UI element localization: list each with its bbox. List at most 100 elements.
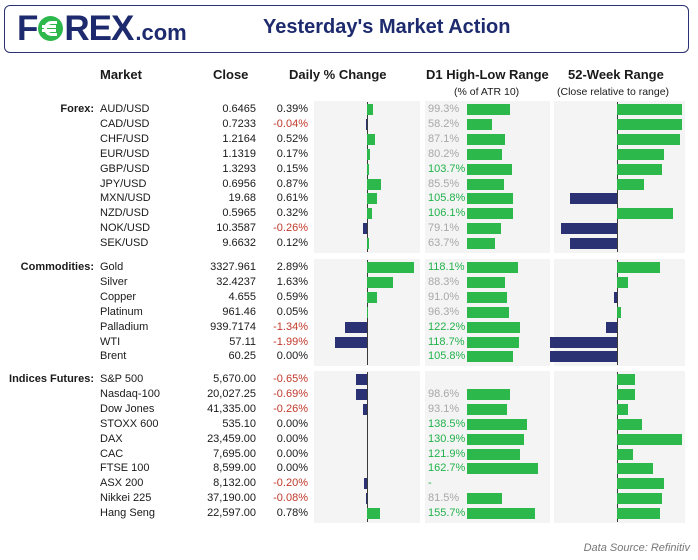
market-name[interactable]: EUR/USD [100,147,150,160]
market-name[interactable]: CAD/USD [100,117,150,130]
w52-range-bar [570,238,617,250]
logo-suffix: .com [135,20,187,45]
market-name[interactable]: Copper [100,290,137,303]
daily-zero-line [367,102,368,252]
close-value: 22,597.00 [207,507,256,520]
daily-change-bar [334,336,367,348]
daily-change-value: -0.26% [273,402,308,415]
d1-range-value: 106.1% [428,207,466,220]
logo-text-left: F [17,9,38,48]
close-value: 0.6465 [222,103,256,115]
market-name[interactable]: FTSE 100 [100,462,150,475]
market-name[interactable]: CAC [100,447,124,460]
market-name[interactable]: Platinum [100,305,143,318]
close-value: 535.10 [222,417,256,430]
d1-range-bar [467,448,521,460]
w52-range-bar [617,478,664,490]
group-label: Commodities: [20,261,94,273]
market-name[interactable]: ASX 200 [100,477,144,490]
forex-logo[interactable]: F REX.com [17,9,187,49]
market-name[interactable]: Dow Jones [100,402,155,415]
w52-range-bar [550,336,617,348]
market-name[interactable]: Gold [100,261,124,273]
daily-change-value: 0.87% [276,177,308,190]
d1-range-value: - [428,477,432,490]
w52-range-bar [606,321,617,333]
daily-change-value: -0.20% [273,477,308,490]
market-name[interactable]: Palladium [100,320,149,333]
market-name[interactable]: NOK/USD [100,222,151,235]
close-value: 7,695.00 [213,447,256,460]
d1-range-value: 105.8% [428,192,466,205]
d1-range-value: 118.7% [428,335,465,348]
close-value: 41,335.00 [207,402,256,415]
w52-range-bar [617,163,662,175]
market-name[interactable]: WTI [100,335,121,348]
group-label: Indices Futures: [9,373,94,385]
market-name[interactable]: Brent [100,350,127,363]
close-value: 1.2164 [222,132,256,145]
close-value: 20,027.25 [207,387,256,400]
daily-change-value: 0.39% [276,103,308,115]
d1-range-value: 81.5% [428,492,460,505]
daily-change-value: -0.26% [273,222,308,235]
d1-range-value: 93.1% [428,402,460,415]
daily-change-bar [362,403,367,415]
close-value: 23,459.00 [207,432,256,445]
market-name[interactable]: NZD/USD [100,207,149,220]
market-name[interactable]: GBP/USD [100,162,150,175]
w52-range-bar [617,448,634,460]
d1-range-bar [467,223,502,235]
market-name[interactable]: AUD/USD [100,103,150,115]
market-name[interactable]: MXN/USD [100,192,151,205]
logo-text-right: REX [64,9,134,48]
daily-zero-line [367,372,368,522]
d1-range-bar [467,163,513,175]
w52-range-bar [570,193,617,205]
market-name[interactable]: Silver [100,275,128,288]
market-name[interactable]: CHF/USD [100,132,149,145]
market-name[interactable]: Hang Seng [100,507,156,520]
daily-change-value: 0.17% [276,147,308,160]
daily-change-value: 2.89% [276,261,308,273]
market-name[interactable]: SEK/USD [100,237,149,250]
w52-range-bar [617,306,621,318]
daily-change-value: -1.34% [273,320,308,333]
w52-range-bar [617,463,653,475]
market-name[interactable]: JPY/USD [100,177,147,190]
w52-range-bar [617,148,664,160]
d1-range-bar [467,508,535,520]
daily-change-value: 0.00% [276,447,308,460]
d1-range-bar [467,336,519,348]
w52-range-bar [617,104,682,115]
daily-change-bar [345,321,367,333]
w52-range-bar [617,403,628,415]
col-header-52w: 52-Week Range [568,67,664,82]
d1-range-bar [467,403,508,415]
close-value: 32.4237 [216,275,256,288]
close-value: 3327.961 [210,261,256,273]
market-name[interactable]: S&P 500 [100,373,144,385]
d1-range-value: 103.7% [428,162,466,175]
daily-change-bar [367,291,377,303]
market-name[interactable]: Nikkei 225 [100,492,152,505]
d1-range-value: 80.2% [428,147,460,160]
d1-range-bar [467,418,528,430]
d1-range-bar [467,208,514,220]
market-name[interactable]: Nasdaq-100 [100,387,160,400]
col-subheader-d1: (% of ATR 10) [454,86,520,98]
d1-range-bar [467,193,514,205]
market-name[interactable]: DAX [100,432,123,445]
d1-range-value: 155.7% [428,507,466,520]
close-value: 9.6632 [222,237,256,250]
market-name[interactable]: STOXX 600 [100,417,159,430]
daily-change-value: 0.00% [276,350,308,363]
daily-change-bar [366,118,367,130]
daily-change-bar [362,223,367,235]
d1-range-bar [467,433,524,445]
daily-change-bar [367,276,394,288]
d1-range-bar [467,133,505,145]
euro-icon [38,16,64,41]
daily-change-value: 0.00% [276,432,308,445]
d1-range-bar [467,291,507,303]
